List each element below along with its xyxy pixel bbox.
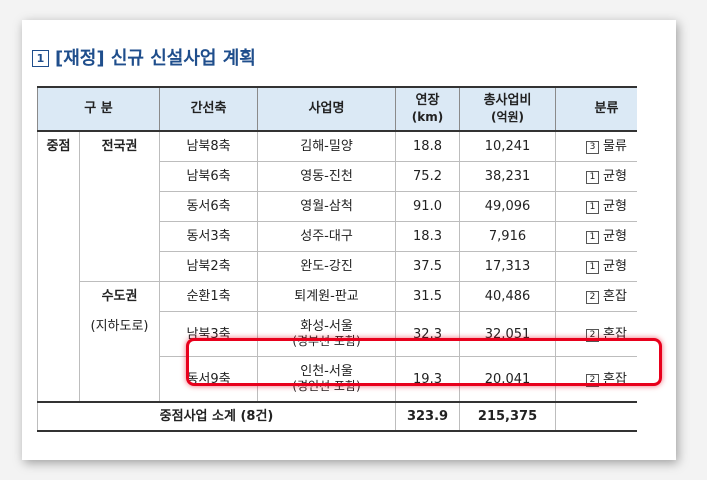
project-table-container: 구 분 간선축 사업명 연장 (km) 총사업비 (억원) 분류 중점 전국권 남북…: [37, 86, 637, 432]
row-length: 19.3: [395, 356, 461, 403]
row-cost: 32,051: [459, 311, 557, 357]
row-length: 91.0: [395, 191, 461, 222]
header-length: 연장 (km): [395, 86, 461, 132]
row-axis: 남북6축: [159, 161, 259, 192]
header-category: 구 분: [37, 86, 161, 132]
row-project: 완도-강진: [257, 251, 397, 282]
row-cost: 38,231: [459, 161, 557, 192]
row-project-name: 인천-서울: [300, 364, 353, 379]
type-number-box: 1: [586, 171, 600, 184]
document-page: 1 [재정] 신규 신설사업 계획 구 분 간선축 사업명 연장 (km) 총사업비…: [22, 20, 676, 460]
row-axis: 동서3축: [159, 221, 259, 252]
row-axis: 동서6축: [159, 191, 259, 222]
header-cost: 총사업비 (억원): [459, 86, 557, 132]
type-label: 물류: [603, 139, 627, 154]
row-axis: 남북8축: [159, 130, 259, 162]
row-cost: 7,916: [459, 221, 557, 252]
table-row: 수도권 (지하도로) 순환1축 퇴계원-판교 31.5 40,486 2 혼잡: [38, 281, 637, 403]
subtotal-type: [555, 401, 637, 432]
row-axis: 동서9축: [159, 356, 259, 403]
row-length: 37.5: [395, 251, 461, 282]
table-row: 중점 전국권 남북8축 김해-밀양 18.8 10,241 3 물류: [37, 130, 637, 403]
row-project: 김해-밀양: [257, 130, 397, 162]
type-label: 혼잡: [603, 326, 627, 342]
project-table: 구 분 간선축 사업명 연장 (km) 총사업비 (억원) 분류 중점 전국권 남북…: [37, 86, 637, 432]
row-project: 영월-삼척: [257, 191, 397, 222]
row-type: 1 균형: [555, 221, 637, 252]
row-axis: 순환1축: [159, 281, 259, 312]
row-project: 화성-서울 (경부선 포함): [257, 311, 397, 357]
type-label: 균형: [603, 169, 627, 184]
region-label-national: 전국권: [78, 130, 161, 282]
region-capital-sub: (지하도로): [90, 319, 149, 334]
row-length: 31.5: [395, 281, 461, 312]
table-row: 동서9축 인천-서울 (경인선 포함) 19.3 20,041 2 혼잡: [38, 356, 637, 403]
section-heading: 1 [재정] 신규 신설사업 계획: [32, 44, 256, 70]
table-header-row: 구 분 간선축 사업명 연장 (km) 총사업비 (억원) 분류: [37, 86, 637, 132]
row-cost: 17,313: [459, 251, 557, 282]
table-row: 남북6축 영동-진천 75.2 38,231 1 균형: [38, 161, 637, 192]
row-project: 퇴계원-판교: [257, 281, 397, 312]
region-capital-name: 수도권: [101, 289, 138, 304]
type-label: 균형: [603, 199, 627, 214]
type-number-box: 1: [586, 261, 600, 274]
row-type: 2 혼잡: [555, 311, 637, 357]
header-length-label: 연장: [415, 92, 440, 108]
row-project-name: 화성-서울: [300, 319, 353, 334]
row-axis: 남북3축: [159, 311, 259, 357]
type-label: 혼잡: [603, 289, 627, 304]
type-number-box: 2: [586, 328, 600, 342]
row-type: 1 균형: [555, 191, 637, 222]
type-number-box: 1: [586, 231, 600, 244]
row-type: 2 혼잡: [555, 281, 637, 312]
group-label: 중점: [37, 130, 80, 403]
subtotal-cost: 215,375: [459, 401, 557, 432]
type-number-box: 1: [586, 201, 600, 214]
row-type: 3 물류: [555, 130, 637, 162]
row-cost: 40,486: [459, 281, 557, 312]
table-row-highlighted: 남북3축 화성-서울 (경부선 포함) 32.3 32,051 2 혼잡: [38, 311, 637, 357]
row-cost: 49,096: [459, 191, 557, 222]
row-length: 32.3: [395, 311, 461, 357]
table-row: 동서6축 영월-삼척 91.0 49,096 1 균형: [38, 191, 637, 222]
subtotal-row: 중점사업 소계 (8건) 323.9 215,375: [37, 401, 637, 432]
type-label: 균형: [603, 259, 627, 274]
header-type: 분류: [555, 86, 637, 132]
type-label: 혼잡: [603, 371, 627, 387]
header-axis: 간선축: [159, 86, 259, 132]
row-type: 1 균형: [555, 161, 637, 192]
row-type: 1 균형: [555, 251, 637, 282]
row-project: 인천-서울 (경인선 포함): [257, 356, 397, 403]
subtotal-label: 중점사업 소계 (8건): [37, 401, 397, 432]
row-type: 2 혼잡: [555, 356, 637, 403]
table-row: 동서3축 성주-대구 18.3 7,916 1 균형: [38, 221, 637, 252]
row-project: 영동-진천: [257, 161, 397, 192]
type-number-box: 2: [586, 373, 600, 387]
row-axis: 남북2축: [159, 251, 259, 282]
region-label-capital: 수도권 (지하도로): [78, 281, 161, 403]
header-cost-label: 총사업비: [483, 92, 532, 108]
row-project-note: (경인선 포함): [292, 379, 361, 393]
header-length-unit: (km): [411, 109, 444, 124]
subtotal-length: 323.9: [395, 401, 461, 432]
type-label: 균형: [603, 229, 627, 244]
row-cost: 10,241: [459, 130, 557, 162]
header-project: 사업명: [257, 86, 397, 132]
row-project-note: (경부선 포함): [292, 334, 361, 348]
section-number: 1: [32, 50, 49, 67]
section-title: [재정] 신규 신설사업 계획: [55, 48, 256, 69]
row-length: 18.3: [395, 221, 461, 252]
type-number-box: 3: [586, 141, 600, 154]
type-number-box: 2: [586, 291, 600, 304]
header-cost-unit: (억원): [490, 109, 525, 124]
row-length: 18.8: [395, 130, 461, 162]
row-length: 75.2: [395, 161, 461, 192]
row-project: 성주-대구: [257, 221, 397, 252]
row-cost: 20,041: [459, 356, 557, 403]
